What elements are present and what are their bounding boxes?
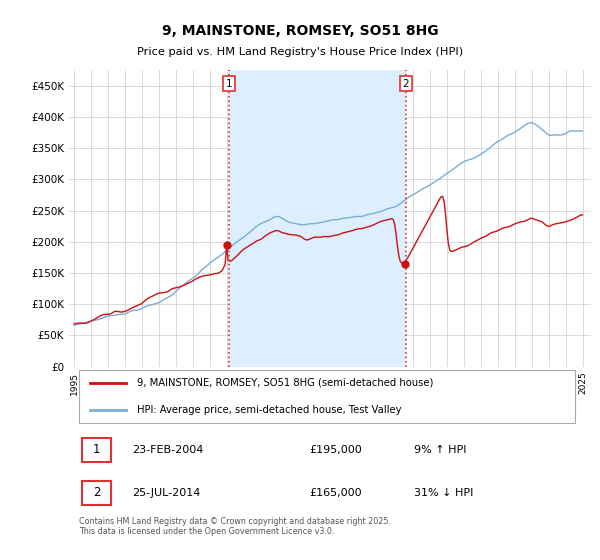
- FancyBboxPatch shape: [79, 370, 575, 423]
- Text: 2: 2: [402, 79, 409, 88]
- Text: 9, MAINSTONE, ROMSEY, SO51 8HG: 9, MAINSTONE, ROMSEY, SO51 8HG: [161, 24, 439, 38]
- Text: HPI: Average price, semi-detached house, Test Valley: HPI: Average price, semi-detached house,…: [137, 404, 401, 414]
- Text: 9, MAINSTONE, ROMSEY, SO51 8HG (semi-detached house): 9, MAINSTONE, ROMSEY, SO51 8HG (semi-det…: [137, 377, 433, 388]
- Text: 9% ↑ HPI: 9% ↑ HPI: [413, 445, 466, 455]
- Text: 1: 1: [92, 443, 100, 456]
- Text: £165,000: £165,000: [309, 488, 362, 498]
- FancyBboxPatch shape: [82, 437, 111, 462]
- Text: 25-JUL-2014: 25-JUL-2014: [131, 488, 200, 498]
- Text: 23-FEB-2004: 23-FEB-2004: [131, 445, 203, 455]
- Text: 2: 2: [92, 487, 100, 500]
- Bar: [229, 70, 406, 367]
- Text: Price paid vs. HM Land Registry's House Price Index (HPI): Price paid vs. HM Land Registry's House …: [137, 46, 463, 57]
- Text: 31% ↓ HPI: 31% ↓ HPI: [413, 488, 473, 498]
- Text: £195,000: £195,000: [309, 445, 362, 455]
- Text: 1: 1: [226, 79, 232, 88]
- FancyBboxPatch shape: [82, 481, 111, 505]
- Text: Contains HM Land Registry data © Crown copyright and database right 2025.
This d: Contains HM Land Registry data © Crown c…: [79, 517, 391, 536]
